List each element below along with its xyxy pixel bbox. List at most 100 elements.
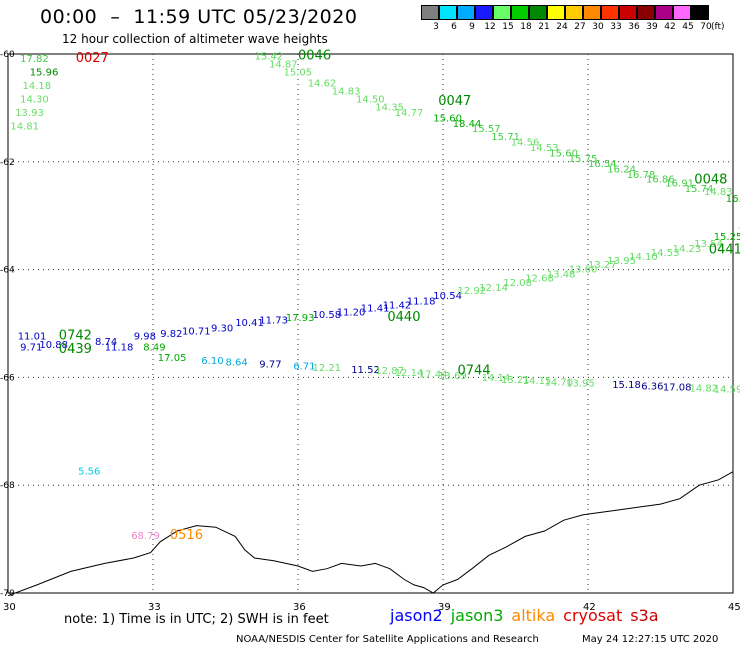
legend-label: 9 <box>469 22 475 32</box>
legend-swatch <box>601 5 619 20</box>
page-subtitle: 12 hour collection of altimeter wave hei… <box>62 32 328 46</box>
legend-label: 15 <box>502 22 514 32</box>
legend-swatch <box>547 5 565 20</box>
wave-height-label: 13.93 <box>15 108 44 119</box>
legend-unit: (ft) <box>711 22 725 32</box>
page-title: 00:00 – 11:59 UTC 05/23/2020 <box>40 6 358 28</box>
wave-height-label: 11.41 <box>361 304 390 315</box>
wave-height-label: 11.52 <box>351 365 380 376</box>
legend-swatch <box>457 5 475 20</box>
wave-height-label: 11.73 <box>259 316 288 327</box>
wave-height-label: 12.14 <box>395 368 424 379</box>
wave-height-label: 15.05 <box>284 68 313 79</box>
legend-label: 70 <box>700 22 712 32</box>
satellite-name: altika <box>511 606 556 625</box>
wave-height-label: 16.54 <box>588 159 617 170</box>
wave-height-label: 14.30 <box>20 95 49 106</box>
legend-swatch <box>475 5 493 20</box>
wave-height-label: 9.30 <box>211 324 233 335</box>
legend-label: 39 <box>646 22 658 32</box>
wave-height-label: 0439 <box>59 342 92 357</box>
wave-height-label: 12.14 <box>479 283 508 294</box>
wave-height-label: 0440 <box>387 310 420 325</box>
legend-swatch <box>565 5 583 20</box>
wave-height-label: 14.56 <box>511 138 540 149</box>
wave-height-label: 18.44 <box>453 119 482 130</box>
wave-height-label: 14.23 <box>673 244 702 255</box>
satellite-name: s3a <box>630 606 659 625</box>
wave-height-label: 14.53 <box>530 143 559 154</box>
wave-height-label: 0742 <box>59 329 92 344</box>
wave-height-label: 6.10 <box>201 356 223 367</box>
satellite-legend: jason2 jason3 altika cryosat s3a <box>390 606 667 625</box>
wave-height-label: 15.18 <box>612 380 641 391</box>
wave-height-label: 15.96 <box>30 68 59 79</box>
wave-height-label: 6.36 <box>641 381 663 392</box>
wave-height-label: 15.60 <box>433 113 462 124</box>
legend-swatch <box>583 5 601 20</box>
wave-height-label: 14.83 <box>332 86 361 97</box>
wave-height-label: 8.49 <box>143 343 165 354</box>
lat-tick-label: -62 <box>0 158 15 168</box>
satellite-name: jason2 <box>390 606 443 625</box>
legend-label: 45 <box>682 22 694 32</box>
wave-height-label: 17.93 <box>286 313 315 324</box>
legend-swatch <box>511 5 529 20</box>
legend-label: 33 <box>610 22 622 32</box>
lat-tick-label: -66 <box>0 373 15 383</box>
wave-height-label: 10.54 <box>433 291 462 302</box>
legend-label: 42 <box>664 22 676 32</box>
wave-height-label: 13.27 <box>588 260 617 271</box>
lat-tick-label: -68 <box>0 481 15 491</box>
lon-tick-label: 39 <box>438 602 451 613</box>
wave-height-label: 68.79 <box>131 531 160 542</box>
legend-swatch <box>439 5 457 20</box>
wave-height-label: 17.05 <box>158 353 187 364</box>
wave-height-label: 0744 <box>458 364 491 379</box>
legend-swatch <box>421 5 439 20</box>
wave-height-label: 0027 <box>76 51 109 66</box>
legend-label: 6 <box>451 22 457 32</box>
wave-height-label: 8.74 <box>95 337 117 348</box>
wave-height-label: 10.71 <box>182 326 211 337</box>
wave-height-label: 14.62 <box>308 78 337 89</box>
wave-height-label: 15.75 <box>569 154 598 165</box>
wave-height-label: 5.56 <box>78 466 100 477</box>
wave-height-label: 17.82 <box>20 54 49 65</box>
wave-height-label: 16.24 <box>607 165 636 176</box>
wave-height-label: 0046 <box>298 48 331 63</box>
wave-height-label: 15.25 <box>714 232 740 243</box>
wave-height-label: 16.78 <box>627 170 656 181</box>
map-frame <box>7 53 734 594</box>
legend-label: 30 <box>592 22 604 32</box>
wave-height-label: 15.60 <box>549 148 578 159</box>
wave-height-label: 11.01 <box>18 332 47 343</box>
wave-height-label: 14.83 <box>704 187 733 198</box>
wave-height-label: 14.59 <box>714 385 740 396</box>
wave-height-label: 14.18 <box>23 81 52 92</box>
wave-height-label: 15.57 <box>472 124 501 135</box>
wave-height-label: 12.92 <box>458 286 487 297</box>
wave-height-label: 14.50 <box>356 95 385 106</box>
legend-label: 21 <box>538 22 550 32</box>
legend-label: 27 <box>574 22 586 32</box>
wave-height-label: 10.41 <box>235 318 264 329</box>
wave-height-label: 13.95 <box>607 256 636 267</box>
wave-height-label: 11.42 <box>383 300 412 311</box>
legend-label: 24 <box>556 22 568 32</box>
legend-swatch <box>493 5 511 20</box>
wave-height-label: 12.68 <box>525 274 554 285</box>
wave-height-label: 13.95 <box>566 379 595 390</box>
legend-swatch <box>619 5 637 20</box>
wave-height-label: 16.91 <box>665 179 694 190</box>
wave-height-label: 9.77 <box>259 360 281 371</box>
wave-height-label: 13.60 <box>569 264 598 275</box>
lat-tick-label: -64 <box>0 266 15 276</box>
wave-height-label: 12.08 <box>503 278 532 289</box>
wave-height-label: 16.98 <box>726 194 740 205</box>
footer-source: NOAA/NESDIS Center for Satellite Applica… <box>236 634 539 645</box>
lon-tick-label: 30 <box>3 602 16 613</box>
lat-tick-label: -70 <box>0 589 15 599</box>
lon-tick-label: 45 <box>728 602 740 613</box>
